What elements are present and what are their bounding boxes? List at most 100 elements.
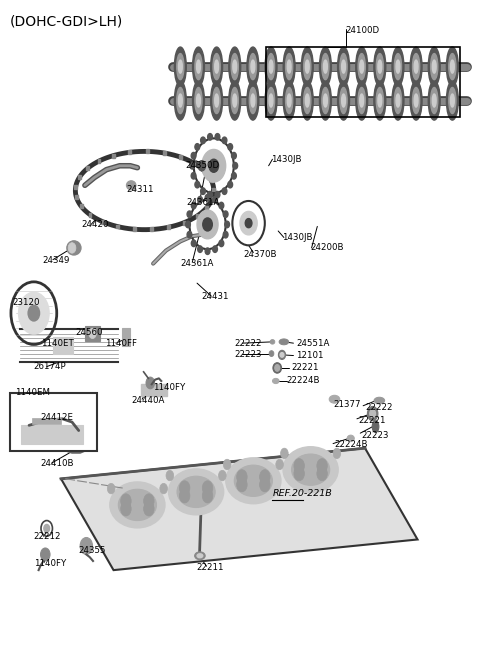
Circle shape (195, 181, 200, 188)
Text: 1140ET: 1140ET (40, 339, 73, 348)
Bar (210, 178, 213, 182)
Text: 24100D: 24100D (345, 26, 379, 35)
Ellipse shape (374, 81, 386, 120)
Ellipse shape (450, 60, 454, 73)
Circle shape (192, 202, 196, 209)
Bar (167, 225, 170, 229)
Text: 24440A: 24440A (131, 396, 165, 405)
Ellipse shape (231, 88, 239, 113)
Ellipse shape (247, 47, 259, 86)
Ellipse shape (231, 54, 239, 80)
Circle shape (203, 218, 212, 231)
Ellipse shape (320, 81, 331, 120)
Ellipse shape (356, 47, 368, 86)
Ellipse shape (229, 81, 240, 120)
Ellipse shape (322, 88, 329, 113)
Circle shape (197, 210, 218, 239)
Bar (53, 337, 73, 354)
Ellipse shape (342, 94, 346, 107)
Ellipse shape (367, 406, 378, 421)
Ellipse shape (174, 47, 186, 86)
Bar (163, 151, 166, 155)
Ellipse shape (431, 54, 438, 80)
Bar (74, 185, 77, 189)
Ellipse shape (211, 81, 223, 120)
Ellipse shape (287, 94, 291, 107)
Bar (150, 227, 153, 231)
Circle shape (205, 195, 210, 201)
Ellipse shape (446, 47, 458, 86)
Ellipse shape (337, 81, 349, 120)
Ellipse shape (449, 88, 456, 113)
Bar (203, 169, 206, 173)
Bar (86, 166, 89, 170)
Circle shape (198, 160, 205, 171)
Circle shape (215, 134, 220, 140)
Ellipse shape (197, 554, 203, 558)
Circle shape (209, 159, 218, 172)
Ellipse shape (337, 47, 349, 86)
Circle shape (219, 240, 224, 247)
Text: 1430JB: 1430JB (271, 155, 301, 164)
Text: 1140FF: 1140FF (106, 339, 137, 348)
Circle shape (333, 448, 341, 458)
Bar (205, 206, 208, 210)
Circle shape (120, 502, 131, 516)
Text: 26174P: 26174P (34, 362, 66, 371)
Circle shape (187, 211, 192, 217)
Circle shape (44, 525, 49, 533)
Ellipse shape (233, 94, 237, 107)
Ellipse shape (286, 88, 293, 113)
Text: 22222: 22222 (365, 403, 393, 411)
Ellipse shape (269, 350, 274, 356)
Ellipse shape (267, 88, 275, 113)
Text: 22221: 22221 (291, 364, 319, 373)
Ellipse shape (286, 54, 293, 80)
Circle shape (240, 212, 257, 235)
Text: (DOHC-GDI>LH): (DOHC-GDI>LH) (10, 14, 123, 28)
Text: 22221: 22221 (359, 416, 386, 424)
Ellipse shape (449, 54, 456, 80)
Ellipse shape (342, 60, 346, 73)
Text: 24431: 24431 (201, 291, 228, 301)
Circle shape (120, 494, 131, 508)
Circle shape (225, 221, 229, 228)
Ellipse shape (410, 47, 422, 86)
Ellipse shape (432, 60, 436, 73)
Text: 1140FY: 1140FY (34, 559, 66, 568)
Text: 24350D: 24350D (185, 161, 219, 170)
Text: 24370B: 24370B (244, 250, 277, 259)
Ellipse shape (118, 489, 156, 521)
Circle shape (213, 246, 217, 252)
Bar (211, 196, 214, 200)
Ellipse shape (174, 81, 186, 120)
Text: 24420: 24420 (82, 220, 109, 229)
Circle shape (213, 196, 217, 203)
Ellipse shape (283, 47, 295, 86)
Ellipse shape (211, 47, 223, 86)
Ellipse shape (374, 47, 386, 86)
Ellipse shape (269, 60, 273, 73)
Bar (182, 221, 185, 225)
Bar (195, 214, 198, 218)
Ellipse shape (265, 81, 277, 120)
Ellipse shape (110, 482, 165, 528)
Ellipse shape (431, 88, 438, 113)
Circle shape (19, 292, 49, 334)
Ellipse shape (270, 339, 275, 344)
Circle shape (294, 458, 304, 473)
Bar (112, 154, 115, 158)
Bar (121, 328, 130, 346)
Ellipse shape (378, 94, 382, 107)
Ellipse shape (287, 60, 291, 73)
Polygon shape (61, 448, 418, 570)
Text: 24311: 24311 (126, 185, 154, 194)
Circle shape (40, 548, 50, 561)
Circle shape (190, 162, 195, 169)
Circle shape (208, 134, 213, 140)
Circle shape (198, 196, 203, 203)
Ellipse shape (340, 54, 347, 80)
Ellipse shape (197, 94, 200, 107)
Text: 24551A: 24551A (296, 339, 330, 348)
Text: 1430JB: 1430JB (282, 233, 312, 242)
